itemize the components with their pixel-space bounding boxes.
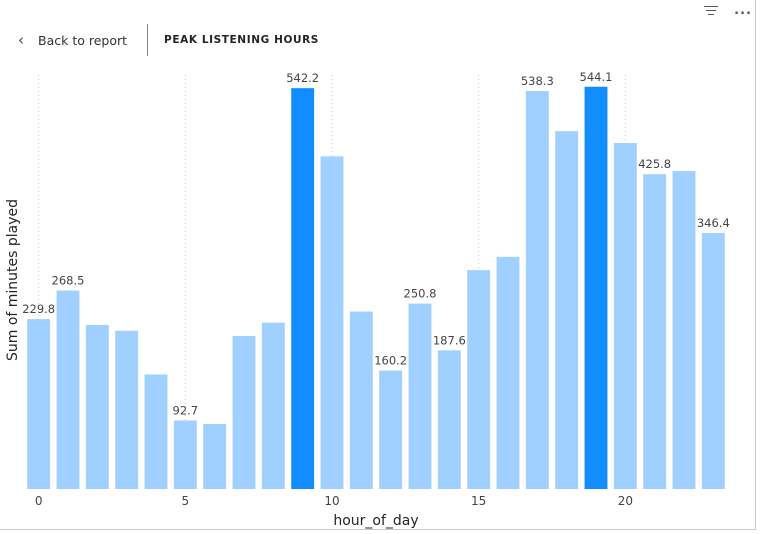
visual-frame: [0, 0, 756, 530]
bar-hour-17[interactable]: [525, 91, 549, 489]
bar-hour-12[interactable]: [379, 370, 403, 489]
x-tick-label: 15: [471, 494, 486, 508]
bars-layer: [27, 86, 725, 490]
bar-hour-2[interactable]: [85, 324, 109, 489]
more-options-icon[interactable]: ...: [734, 3, 752, 18]
visual-header-tools: ...: [704, 4, 752, 18]
data-label-hour-21: 425.8: [638, 157, 671, 171]
data-label-hour-13: 250.8: [404, 287, 437, 301]
bar-hour-7[interactable]: [232, 335, 256, 489]
bar-hour-18[interactable]: [555, 131, 579, 489]
back-to-report-button[interactable]: ‹ Back to report: [18, 31, 127, 49]
data-label-hour-12: 160.2: [374, 354, 407, 368]
x-axis-title: hour_of_day: [333, 513, 418, 529]
bar-hour-8[interactable]: [261, 322, 285, 489]
bar-hour-9[interactable]: [291, 88, 315, 489]
bar-hour-23[interactable]: [701, 232, 725, 489]
bar-hour-6[interactable]: [203, 423, 227, 489]
bar-hour-1[interactable]: [56, 290, 80, 489]
bar-hour-11[interactable]: [349, 311, 373, 489]
bar-hour-21[interactable]: [643, 174, 667, 489]
chevron-left-icon: ‹: [18, 31, 24, 49]
data-label-hour-9: 542.2: [286, 71, 319, 85]
bar-hour-5[interactable]: [173, 420, 197, 489]
bar-hour-0[interactable]: [27, 319, 51, 489]
data-label-hour-0: 229.8: [22, 302, 55, 316]
back-to-report-label: Back to report: [38, 32, 128, 48]
data-label-hour-19: 544.1: [580, 70, 613, 84]
header-divider: [147, 24, 149, 56]
x-tick-label: 0: [35, 494, 43, 508]
y-axis-title: Sum of minutes played: [5, 199, 21, 361]
filter-icon[interactable]: [704, 6, 719, 16]
page-header: ‹ Back to report PEAK LISTENING HOURS: [0, 24, 319, 56]
x-tick-labels-layer: 0 5 10 15 20: [35, 494, 633, 508]
data-labels-layer: 229.8 268.5 92.7 542.2 160.2 250.8 187.6 538.3 5…: [22, 70, 730, 418]
bar-hour-4[interactable]: [144, 374, 168, 489]
x-tick-label: 20: [618, 494, 633, 508]
x-tick-label: 10: [324, 494, 339, 508]
bar-hour-19[interactable]: [584, 86, 608, 490]
data-label-hour-17: 538.3: [521, 74, 554, 88]
bar-hour-16[interactable]: [496, 256, 520, 489]
bar-hour-14[interactable]: [437, 350, 461, 489]
x-tick-label: 5: [182, 494, 190, 508]
bar-hour-15[interactable]: [467, 270, 491, 489]
page-title: PEAK LISTENING HOURS: [164, 34, 319, 46]
bar-hour-10[interactable]: [320, 156, 344, 490]
bar-hour-3[interactable]: [115, 330, 139, 489]
data-label-hour-14: 187.6: [433, 333, 466, 347]
bar-hour-20[interactable]: [613, 143, 637, 489]
data-label-hour-5: 92.7: [173, 403, 199, 417]
bar-hour-22[interactable]: [672, 171, 696, 489]
data-label-hour-1: 268.5: [52, 274, 85, 288]
data-label-hour-23: 346.4: [697, 216, 730, 230]
bar-hour-13[interactable]: [408, 303, 432, 489]
